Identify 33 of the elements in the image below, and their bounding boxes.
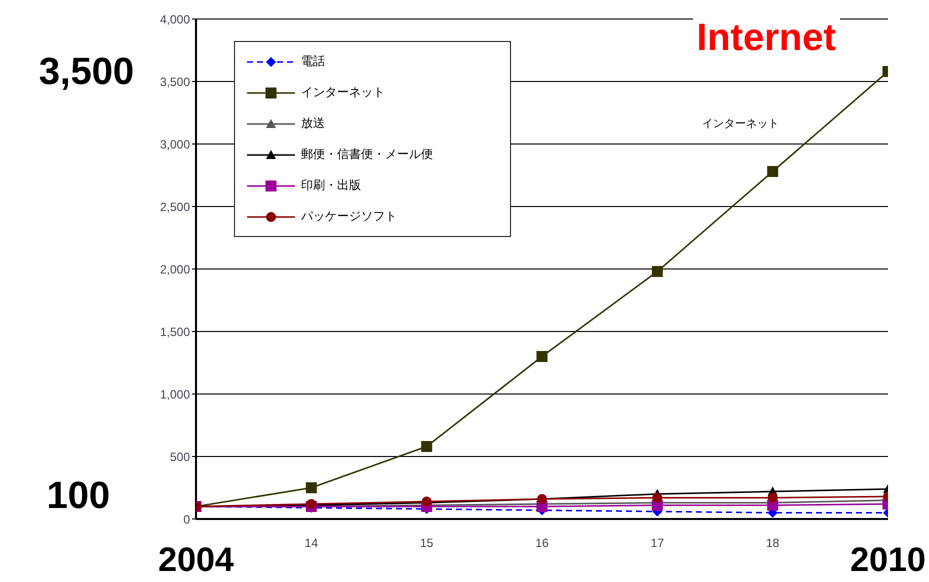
- x-tick-label: 18: [766, 536, 780, 550]
- y-tick-label: 0: [183, 512, 190, 526]
- x-tick-label: 16: [535, 536, 549, 550]
- y-tick-label: 4,000: [160, 12, 190, 26]
- point: [652, 266, 663, 277]
- x-tick-label: 2004: [158, 541, 234, 579]
- legend-label: 放送: [301, 115, 325, 132]
- x-tick-label: 15: [420, 536, 434, 550]
- y-tick-label: 3,000: [160, 137, 190, 152]
- point: [306, 482, 317, 494]
- legend-label: 電話: [301, 53, 325, 70]
- text: 100: [46, 475, 110, 518]
- y-tick-label: 3,500: [160, 74, 190, 89]
- y-tick-label: 1,000: [160, 387, 190, 402]
- y-tick-label: 1,500: [160, 324, 190, 339]
- point: [767, 166, 778, 177]
- x-tick-label: 2010: [850, 541, 926, 579]
- point: [768, 492, 778, 503]
- point: [652, 492, 662, 503]
- x-tick-label: 14: [304, 536, 318, 550]
- y-tick-label: 2,000: [160, 262, 190, 276]
- point: [421, 441, 432, 452]
- y-tick-label: 500: [170, 450, 190, 464]
- x-tick-label: 17: [650, 536, 664, 550]
- annotation: インターネット: [700, 117, 781, 130]
- legend-label: パッケージソフト: [301, 208, 397, 225]
- text: 3,500: [38, 51, 134, 94]
- legend-label: インターネット: [301, 84, 385, 101]
- annotation: Internet: [692, 17, 840, 60]
- point: [536, 351, 548, 362]
- legend-label: 郵便・信書便・メール便: [301, 146, 433, 163]
- legend-label: 印刷・出版: [301, 177, 361, 194]
- y-tick-label: 2,500: [160, 200, 190, 214]
